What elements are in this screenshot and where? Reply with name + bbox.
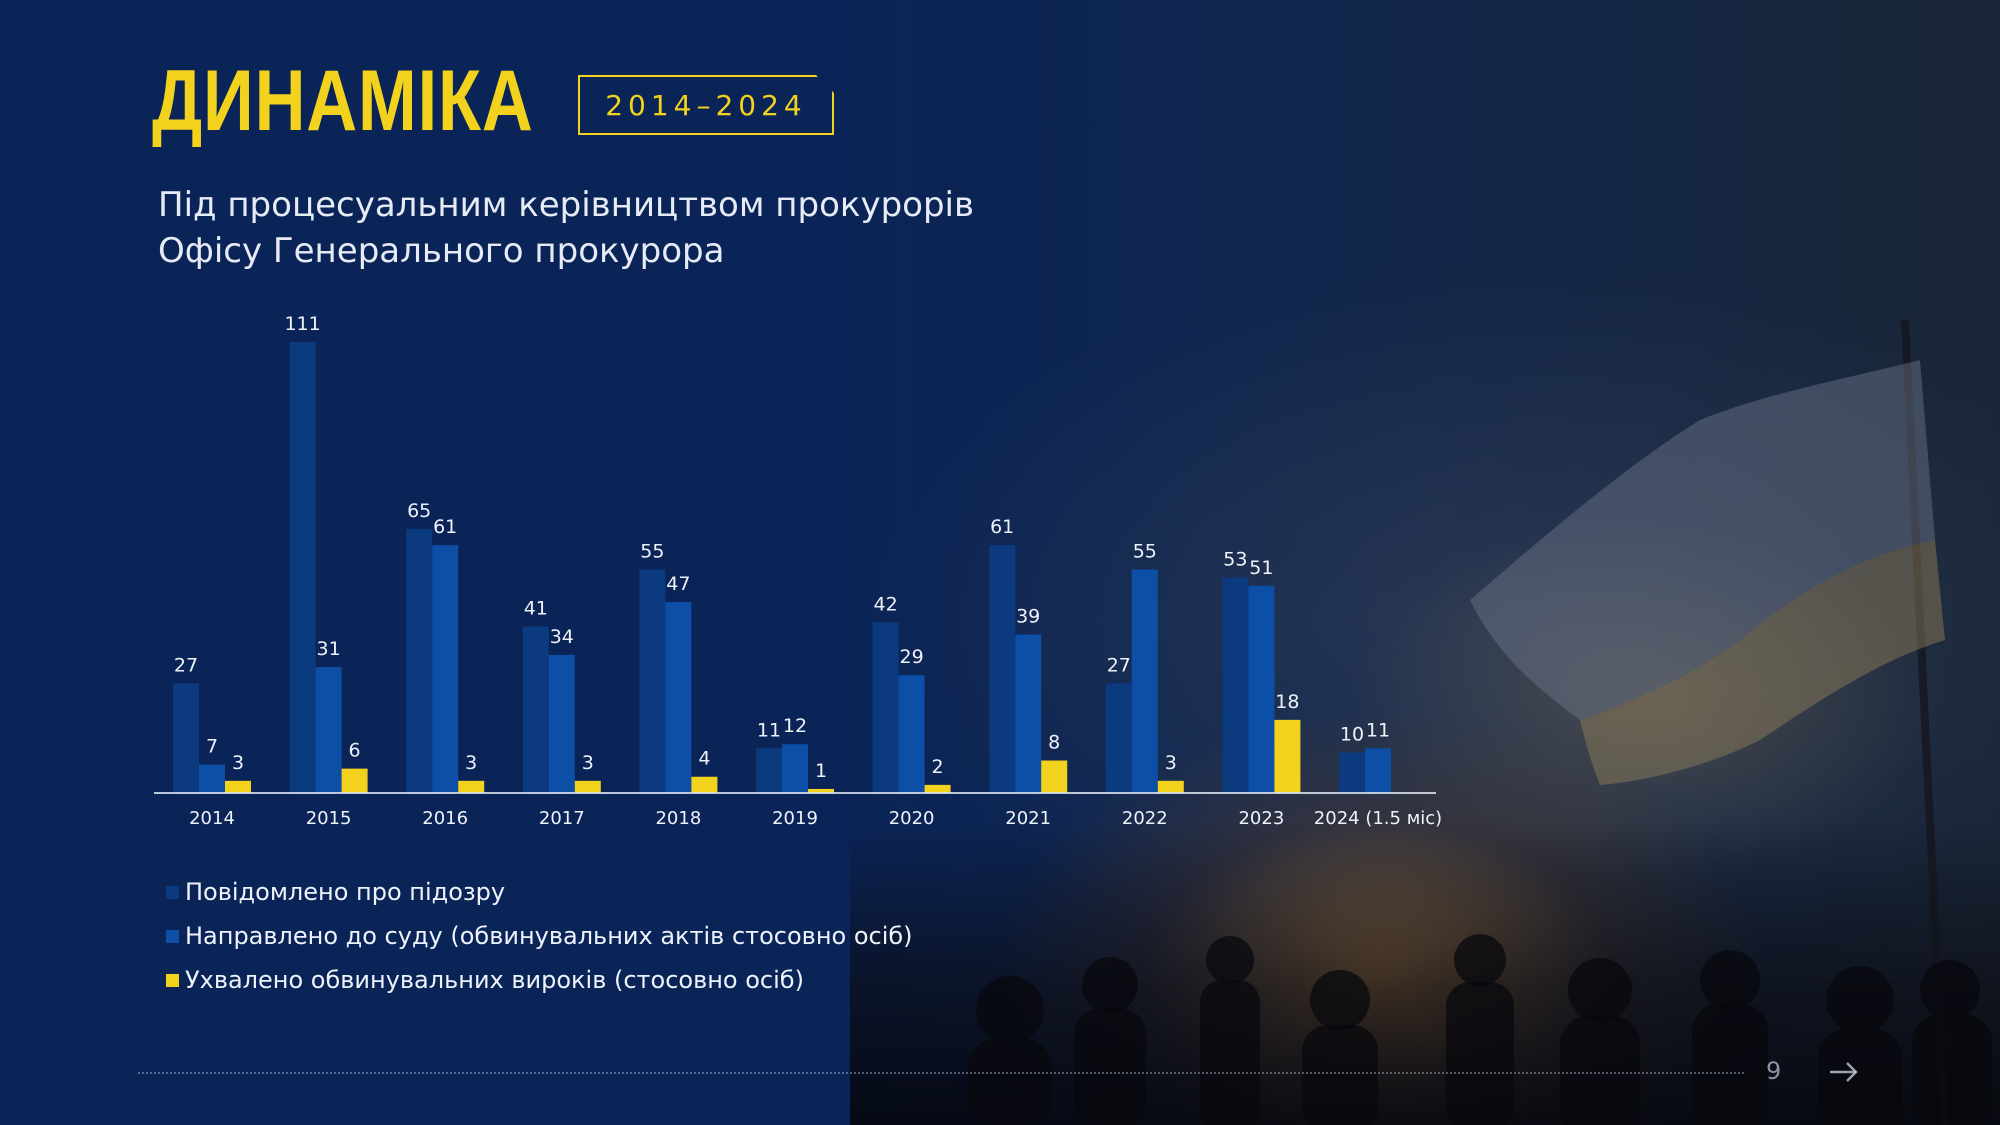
- x-tick-label-2018: 2018: [655, 808, 701, 829]
- bar-suspicion-2022: [1105, 683, 1132, 793]
- subtitle-line-2: Офісу Генерального прокурора: [158, 231, 725, 271]
- data-label-verdict-2016: 3: [465, 752, 477, 774]
- legend-item-verdict: Ухвалено обвинувальних вироків (стосовно…: [166, 958, 913, 1002]
- data-label-verdict-2018: 4: [698, 748, 710, 770]
- data-label-suspicion-2015: 111: [284, 313, 320, 335]
- data-label-court-2024: 11: [1366, 719, 1390, 741]
- data-label-suspicion-2019: 11: [757, 719, 781, 741]
- data-label-suspicion-2018: 55: [640, 541, 664, 563]
- x-tick-label-2017: 2017: [539, 808, 585, 829]
- bar-suspicion-2014: [173, 683, 199, 793]
- data-label-court-2019: 12: [783, 715, 807, 737]
- page-number: 9: [1766, 1057, 1782, 1085]
- bar-court-2022: [1131, 569, 1158, 793]
- bar-court-2019: [782, 744, 808, 793]
- flag-lower-shape: [1580, 540, 1945, 785]
- x-tick-label-2015: 2015: [306, 808, 352, 829]
- legend-swatch-court: [166, 929, 179, 943]
- bar-suspicion-2018: [639, 569, 666, 793]
- bar-verdict-2015: [341, 768, 368, 793]
- bar-suspicion-2016: [406, 528, 433, 793]
- data-label-suspicion-2016: 65: [407, 500, 431, 522]
- bar-court-2014: [199, 764, 225, 793]
- bar-court-2018: [665, 602, 692, 793]
- subtitle-line-1: Під процесуальним керівництвом прокурорі…: [158, 185, 975, 225]
- bar-verdict-2019: [808, 788, 834, 793]
- bar-suspicion-2017: [522, 626, 549, 793]
- data-label-suspicion-2017: 41: [524, 597, 548, 619]
- legend-item-suspicion: Повідомлено про підозру: [166, 870, 913, 914]
- bar-court-2016: [432, 545, 459, 793]
- bar-court-2021: [1015, 634, 1042, 793]
- data-label-court-2015: 31: [317, 638, 341, 660]
- bar-verdict-2014: [225, 780, 251, 793]
- bar-court-2015: [315, 667, 342, 793]
- chart-legend: Повідомлено про підозру Направлено до су…: [166, 870, 913, 1002]
- data-label-verdict-2020: 2: [932, 756, 944, 778]
- crowd-silhouettes: [968, 934, 1992, 1125]
- bar-court-2020: [898, 675, 925, 793]
- data-label-verdict-2023: 18: [1275, 691, 1299, 713]
- bar-suspicion-2021: [989, 545, 1016, 793]
- legend-item-court: Направлено до суду (обвинувальних актів …: [166, 914, 913, 958]
- data-label-court-2023: 51: [1249, 557, 1273, 579]
- x-tick-label-2019: 2019: [772, 808, 818, 829]
- legend-label-court: Направлено до суду (обвинувальних актів …: [185, 922, 913, 950]
- legend-label-verdict: Ухвалено обвинувальних вироків (стосовно…: [185, 966, 804, 994]
- data-label-court-2020: 29: [900, 646, 924, 668]
- bar-suspicion-2019: [756, 748, 782, 793]
- x-tick-label-2024: 2024 (1.5 міс): [1314, 808, 1442, 829]
- x-tick-label-2016: 2016: [422, 808, 468, 829]
- legend-swatch-suspicion: [166, 885, 179, 899]
- page-title: ДИНАМІКА: [152, 53, 534, 149]
- bar-verdict-2018: [691, 776, 718, 793]
- data-label-suspicion-2023: 53: [1223, 549, 1247, 571]
- data-label-court-2017: 34: [550, 626, 574, 648]
- x-tick-label-2022: 2022: [1122, 808, 1168, 829]
- footer-divider: [138, 1072, 1744, 1074]
- bar-suspicion-2020: [872, 622, 899, 793]
- bar-verdict-2021: [1041, 760, 1068, 793]
- bar-court-2023: [1248, 585, 1275, 793]
- data-label-verdict-2019: 1: [815, 760, 827, 782]
- x-tick-label-2023: 2023: [1238, 808, 1284, 829]
- legend-swatch-verdict: [166, 973, 179, 987]
- data-label-court-2021: 39: [1016, 606, 1040, 628]
- bar-verdict-2017: [574, 780, 601, 793]
- bar-verdict-2020: [924, 784, 951, 793]
- bar-verdict-2022: [1157, 780, 1184, 793]
- x-tick-label-2020: 2020: [889, 808, 935, 829]
- data-label-court-2016: 61: [433, 516, 457, 538]
- arrow-right-icon[interactable]: [1826, 1054, 1862, 1090]
- bar-suspicion-2024: [1339, 752, 1365, 793]
- legend-label-suspicion: Повідомлено про підозру: [185, 878, 506, 906]
- data-label-verdict-2017: 3: [582, 752, 594, 774]
- bar-court-2024: [1365, 748, 1391, 793]
- data-label-verdict-2015: 6: [349, 740, 361, 762]
- data-label-court-2022: 55: [1133, 541, 1157, 563]
- bar-verdict-2023: [1274, 719, 1301, 793]
- data-label-court-2014: 7: [206, 736, 218, 758]
- data-label-verdict-2022: 3: [1165, 752, 1177, 774]
- bar-verdict-2016: [458, 780, 485, 793]
- data-label-suspicion-2020: 42: [874, 593, 898, 615]
- data-label-suspicion-2024: 10: [1340, 723, 1364, 745]
- period-badge: 2014–2024: [578, 75, 834, 135]
- x-tick-label-2021: 2021: [1005, 808, 1051, 829]
- data-label-court-2018: 47: [666, 573, 690, 595]
- bar-suspicion-2023: [1222, 577, 1249, 793]
- data-label-suspicion-2014: 27: [174, 654, 198, 676]
- flag-upper-shape: [1470, 360, 1935, 720]
- x-tick-label-2014: 2014: [189, 808, 235, 829]
- data-label-suspicion-2022: 27: [1107, 654, 1131, 676]
- data-label-verdict-2014: 3: [232, 752, 244, 774]
- bar-court-2017: [548, 654, 575, 793]
- subtitle: Під процесуальним керівництвом прокурорі…: [158, 182, 974, 274]
- bar-suspicion-2015: [289, 342, 316, 793]
- data-label-verdict-2021: 8: [1048, 731, 1060, 753]
- data-label-suspicion-2021: 61: [990, 516, 1014, 538]
